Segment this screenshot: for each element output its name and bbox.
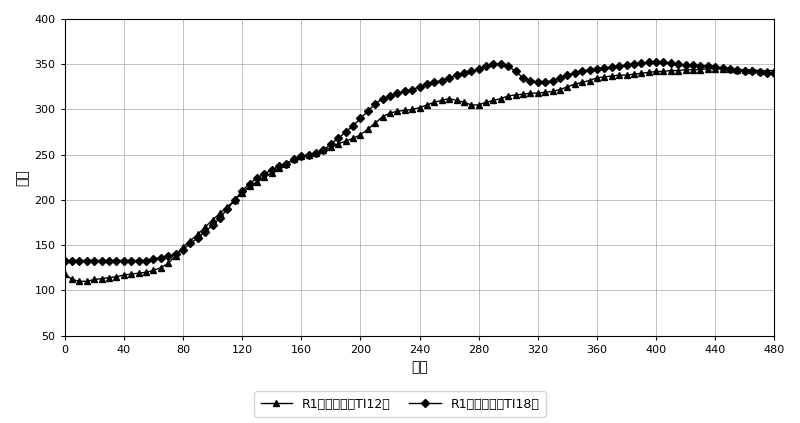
R1入口温度（TI12） (614, 72, 624, 77)
R1出口温度（TI18） (651, 59, 661, 64)
Y-axis label: 温度: 温度 (15, 169, 29, 186)
R1出口温度（TI18） (466, 69, 476, 74)
R1出口温度（TI18） (607, 64, 617, 69)
R1出口温度（TI18） (112, 258, 122, 263)
Legend: R1入口温度（TI12）, R1出口温度（TI18）: R1入口温度（TI12）, R1出口温度（TI18） (254, 391, 546, 417)
R1出口温度（TI18） (245, 181, 254, 186)
R1入口温度（TI12） (474, 102, 483, 107)
R1出口温度（TI18） (60, 258, 70, 263)
X-axis label: 时间: 时间 (411, 360, 428, 374)
R1入口温度（TI12） (119, 272, 129, 277)
R1入口温度（TI12） (60, 272, 70, 277)
R1入口温度（TI12） (703, 66, 713, 71)
Line: R1出口温度（TI18）: R1出口温度（TI18） (62, 59, 777, 263)
R1出口温度（TI18） (82, 258, 92, 263)
Line: R1入口温度（TI12）: R1入口温度（TI12） (62, 66, 777, 284)
R1入口温度（TI12） (90, 277, 99, 282)
R1入口温度（TI12） (252, 179, 262, 184)
R1入口温度（TI12） (74, 279, 84, 284)
R1出口温度（TI18） (770, 71, 779, 76)
R1出口温度（TI18） (414, 84, 424, 89)
R1入口温度（TI12） (422, 102, 432, 107)
R1入口温度（TI12） (770, 68, 779, 73)
